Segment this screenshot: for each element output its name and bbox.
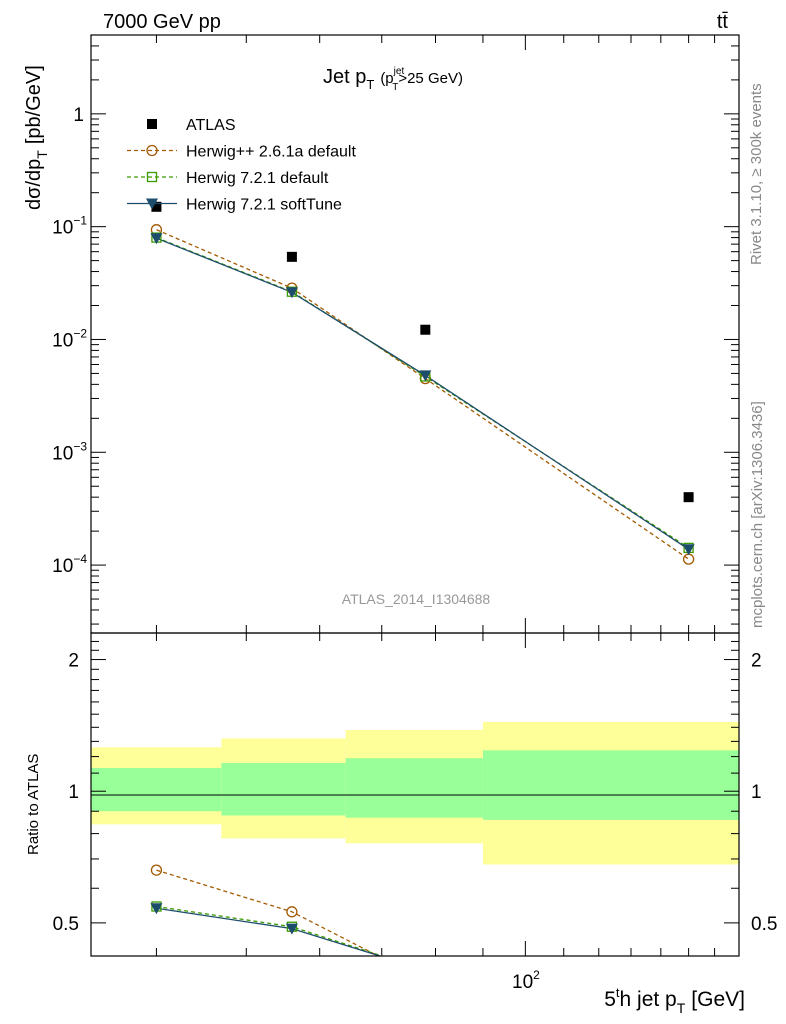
x-tick-label: 102 [512, 968, 540, 993]
ratio-y-tick-label: 0.5 [53, 914, 79, 935]
main-title-sub: T [366, 77, 374, 92]
main-y-axis-label-unit: [pb/GeV] [23, 65, 45, 144]
main-data-point [150, 233, 163, 245]
x-axis-label-unit: [GeV] [691, 988, 745, 1011]
main-y-axis-label-sub: T [34, 150, 50, 159]
rivet-version-label: Rivet 3.1.10, ≥ 300k events [748, 83, 765, 265]
x-tick-label-base: 10 [512, 972, 533, 993]
ratio-series-markers [150, 864, 298, 935]
legend-entry: ATLAS [147, 117, 236, 134]
x-axis-label-sup: t [616, 985, 620, 1000]
legend-label: Herwig 7.2.1 default [186, 170, 329, 187]
analysis-label: ATLAS_2014_I1304688 [342, 591, 491, 607]
legend: ATLAS Herwig++ 2.6.1a default Herwig 7.2.1… [127, 117, 356, 214]
source-label: mcplots.cern.ch [arXiv:1306.3436] [749, 401, 766, 628]
ratio-band-inner [221, 763, 346, 816]
main-series-line [156, 229, 689, 560]
ratio-band-inner [91, 767, 222, 812]
main-y-tick-label: 10−3 [52, 439, 87, 464]
ratio-band-inner [482, 750, 739, 820]
main-y-tick-label: 10−2 [52, 326, 87, 351]
process-label: tt̄ [717, 11, 729, 33]
ratio-series-line [156, 869, 380, 956]
main-title: Jet pT (pjet T>25 GeV) [323, 66, 463, 93]
main-title-cut-sup: jet [393, 66, 405, 77]
legend-marker-swatch [146, 171, 158, 183]
legend-label: Herwig++ 2.6.1a default [186, 144, 356, 161]
legend-entry: Herwig 7.2.1 default [127, 170, 329, 187]
main-title-cut-sub: T [392, 82, 398, 93]
main-y-tick-label: 10−4 [52, 552, 87, 577]
legend-entry: Herwig 7.2.1 softTune [127, 197, 342, 214]
ratio-y-tick-label: 1 [68, 782, 79, 803]
main-series-markers [150, 201, 695, 565]
main-data-point [419, 370, 432, 382]
main-data-point [151, 201, 162, 212]
main-data-point [285, 287, 298, 299]
ratio-series-line [156, 907, 383, 956]
ratio-y-axis-label: Ratio to ATLAS [25, 754, 42, 855]
main-series-line [156, 236, 689, 549]
legend-marker-swatch [147, 119, 157, 129]
ratio-plot-frame [90, 632, 740, 957]
legend-entry: Herwig++ 2.6.1a default [127, 144, 356, 161]
ratio-band-inner [345, 758, 483, 818]
x-axis-label-sub: T [677, 1000, 686, 1016]
main-y-tick-label: 10−1 [52, 214, 87, 239]
ratio-y-tick-label-right: 2 [751, 651, 762, 672]
ratio-data-point [285, 923, 298, 935]
main-data-point [683, 492, 694, 503]
main-data-point [682, 544, 695, 556]
main-data-point [682, 553, 695, 565]
ratio-series-lines [156, 869, 385, 956]
main-y-axis-label: dσ/dpT [pb/GeV] [23, 65, 50, 210]
ratio-y-tick-label-right: 0.5 [751, 914, 777, 935]
main-title-cut-p: (p [380, 70, 393, 87]
main-y-axis-label-text: dσ/dp [23, 159, 45, 210]
legend-marker-swatch [146, 144, 158, 157]
ratio-y-tick-label: 2 [68, 651, 79, 672]
main-title-text: Jet p [323, 66, 366, 88]
x-axis-label: 5th jet pT [GeV] [604, 985, 745, 1016]
ratio-data-point [150, 903, 163, 915]
main-title-cut-rest: >25 GeV) [398, 70, 463, 87]
main-series-lines [156, 229, 689, 560]
main-data-point [420, 324, 431, 335]
x-axis-label-mid: h jet p [620, 988, 677, 1011]
legend-label: ATLAS [186, 117, 236, 134]
legend-marker-swatch [146, 198, 158, 210]
ratio-y-tick-label-right: 1 [751, 782, 762, 803]
ratio-data-point [150, 864, 163, 876]
ratio-series-line [156, 905, 385, 956]
energy-label: 7000 GeV pp [103, 11, 221, 33]
main-y-tick-label: 1 [73, 105, 84, 126]
main-series-line [156, 237, 689, 550]
main-data-point [286, 251, 297, 262]
ratio-uncertainty-bands [91, 721, 739, 865]
ratio-axis-ticks: 0.5 0.5 1 1 2 2 [53, 633, 777, 956]
legend-label: Herwig 7.2.1 softTune [186, 197, 342, 214]
x-tick-label-exp: 2 [533, 968, 540, 982]
ratio-data-point [286, 906, 298, 918]
main-axis-ticks: 10−4 10−3 10−2 10−1 1 [52, 34, 740, 633]
x-axis-label-pre: 5 [604, 988, 616, 1011]
